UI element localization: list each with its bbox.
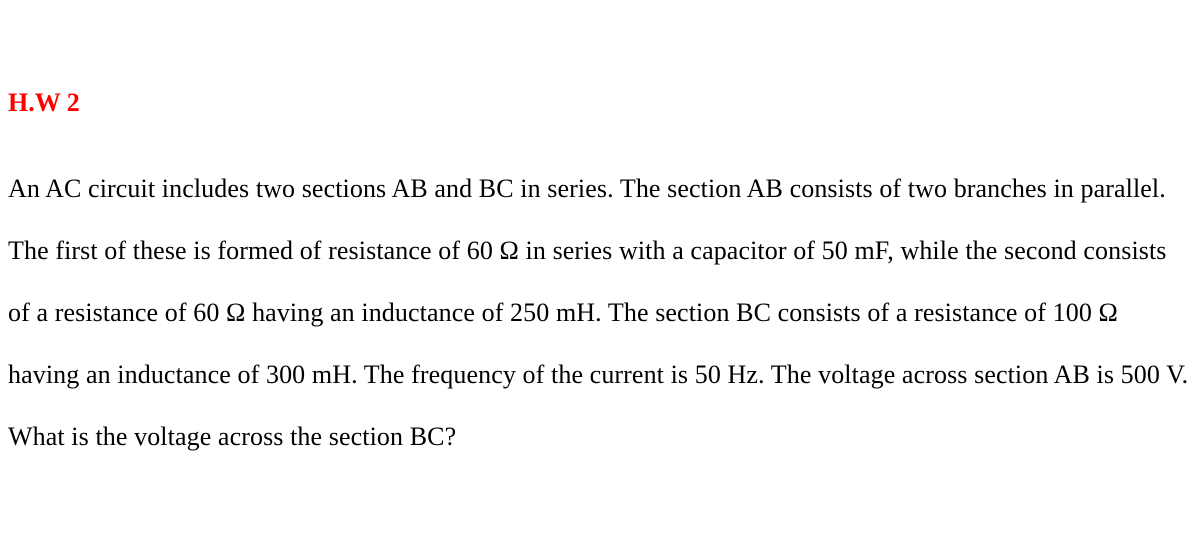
problem-statement: An AC circuit includes two sections AB a… bbox=[8, 158, 1192, 467]
document-page: H.W 2 An AC circuit includes two section… bbox=[0, 0, 1200, 467]
homework-heading: H.W 2 bbox=[8, 90, 1192, 116]
